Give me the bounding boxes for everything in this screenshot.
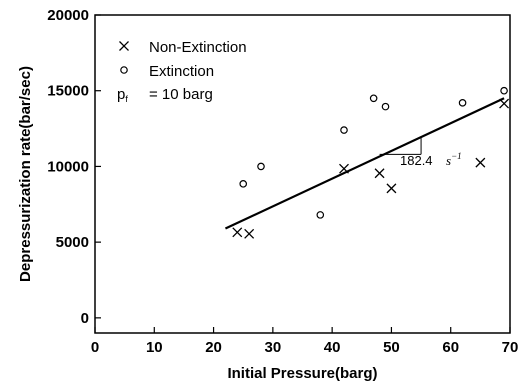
legend-circle-mark: [120, 66, 128, 74]
x-tick-label: 60: [442, 339, 459, 356]
x-axis-title: Initial Pressure(barg): [227, 365, 377, 382]
x-tick-label: 40: [324, 339, 341, 356]
legend-label: Non-Extinction: [149, 39, 247, 56]
data-point-extinction: [500, 86, 508, 95]
x-tick-label: 10: [146, 339, 163, 356]
x-tick-label: 0: [91, 339, 99, 356]
x-tick-label: 50: [383, 339, 400, 356]
x-tick-label: 30: [265, 339, 282, 356]
data-point-extinction: [369, 94, 378, 103]
data-point-extinction: [257, 162, 265, 171]
x-tick-label: 20: [205, 339, 222, 356]
slope-annotation: 182.4 s−1: [400, 151, 462, 168]
legend-label: Extinction: [149, 63, 214, 80]
y-tick-label: 0: [81, 310, 89, 327]
legend-note-pressure: pf = 10 barg: [117, 86, 213, 104]
slope-unit: s−1: [446, 151, 462, 168]
data-point-non-extinction: [339, 163, 349, 174]
y-tick-label: 20000: [47, 7, 89, 24]
legend-item-extinction: Extinction: [120, 63, 214, 80]
fit-line-group: [224, 97, 505, 230]
legend-marker-x: [119, 41, 129, 51]
data-point-extinction: [239, 180, 248, 188]
unit-s: s: [446, 153, 451, 168]
slope-triangle: [379, 136, 422, 155]
legend-note-symbol: pf: [117, 86, 128, 104]
legend: Non-Extinction Extinction pf = 10 barg: [117, 39, 247, 104]
slope-value: 182.4: [400, 153, 433, 168]
y-axis-title: Depressurization rate(bar/sec): [17, 66, 34, 282]
x-tick-label: 70: [502, 339, 519, 356]
symbol-p: p: [117, 86, 125, 103]
y-tick-label: 5000: [56, 234, 89, 251]
data-point-non-extinction: [374, 168, 385, 179]
legend-x-mark: [119, 41, 129, 51]
symbol-subscript-f: f: [125, 94, 128, 104]
unit-exponent: −1: [451, 151, 462, 161]
axis-ticks: 0 10 20 30 40 50 60 70 0 5000 10000 15000 20000: [47, 7, 518, 356]
legend-item-non-extinction: Non-Extinction: [119, 39, 247, 56]
y-tick-label: 15000: [47, 83, 89, 100]
plot-frame: [94, 14, 511, 334]
y-tick-label: 10000: [47, 158, 89, 175]
data-points: [232, 86, 510, 239]
legend-marker-circle: [120, 66, 128, 74]
data-point-non-extinction: [386, 183, 397, 194]
data-point-extinction: [340, 126, 348, 134]
data-point-non-extinction: [499, 98, 510, 109]
data-point-extinction: [458, 99, 467, 107]
data-point-non-extinction: [475, 157, 486, 168]
legend-note-text: = 10 barg: [149, 86, 213, 103]
data-point-non-extinction: [232, 227, 243, 238]
data-point-extinction: [381, 102, 390, 111]
fit-line: [224, 97, 505, 230]
data-point-non-extinction: [244, 228, 255, 239]
data-point-extinction: [316, 211, 325, 219]
